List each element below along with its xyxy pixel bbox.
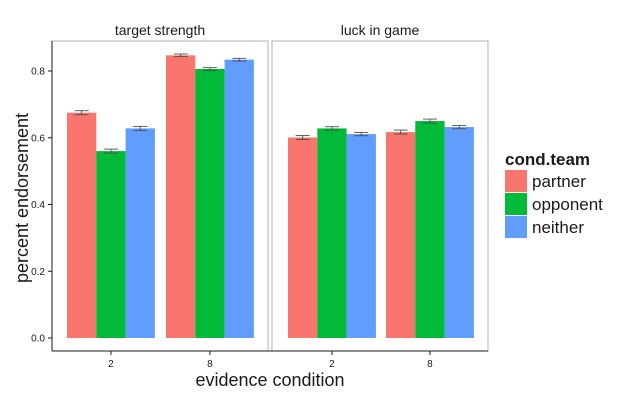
x-axis-title: evidence condition <box>195 370 344 390</box>
y-tick-label: 0.6 <box>31 133 45 144</box>
x-tick-label: 8 <box>427 359 433 370</box>
y-tick-label: 0.2 <box>31 267 45 278</box>
bar <box>386 132 416 338</box>
strip-label: target strength <box>115 22 205 38</box>
x-tick-label: 2 <box>108 359 114 370</box>
y-axis: 0.0 0.2 0.4 0.6 0.8 <box>31 41 53 351</box>
bar <box>67 112 97 338</box>
legend-label-opponent: opponent <box>532 195 603 214</box>
bar <box>125 128 155 338</box>
y-axis-title: percent endorsement <box>12 113 32 283</box>
bar <box>346 134 376 338</box>
bar <box>195 68 225 338</box>
bar <box>444 127 474 338</box>
bar <box>166 55 196 338</box>
legend-title: cond.team <box>505 150 590 169</box>
legend: cond.team partner opponent neither <box>505 150 603 238</box>
legend-label-neither: neither <box>532 218 584 237</box>
legend-swatch-neither <box>505 216 527 238</box>
x-tick-label: 2 <box>329 359 335 370</box>
legend-swatch-partner <box>505 170 527 192</box>
bar <box>288 137 318 338</box>
x-tick-label: 8 <box>207 359 213 370</box>
panel-1: luck in game <box>271 22 489 352</box>
panels: target strength luck in game <box>51 22 489 352</box>
legend-label-partner: partner <box>532 172 586 191</box>
y-tick-label: 0.8 <box>31 67 45 78</box>
x-axis: 2 8 2 8 <box>52 350 488 370</box>
legend-swatch-opponent <box>505 193 527 215</box>
strip-label: luck in game <box>341 22 420 38</box>
bar <box>224 59 254 339</box>
y-tick-label: 0.4 <box>31 200 45 211</box>
bar <box>96 151 126 338</box>
panel-0: target strength <box>51 22 269 352</box>
bar <box>415 121 445 338</box>
bar <box>317 128 347 338</box>
y-tick-label: 0.0 <box>31 334 45 345</box>
